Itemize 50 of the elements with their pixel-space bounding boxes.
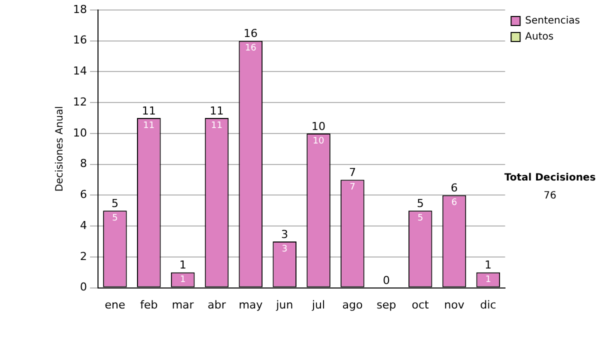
x-tick-label: mar (172, 298, 194, 312)
data-label: 3 (282, 244, 288, 254)
text: 76 (544, 190, 556, 202)
total-label: 1 (179, 258, 186, 272)
legend-label: Sentencias (525, 16, 580, 27)
y-tick-label: 2 (80, 250, 87, 263)
y-tick-label: 8 (80, 157, 87, 170)
x-tick-label: feb (140, 298, 158, 312)
data-label: 7 (350, 182, 356, 193)
x-tick-label: abr (208, 298, 226, 312)
y-axis-title: Decisiones Anual (54, 106, 66, 192)
y-tick-label: 16 (72, 34, 87, 47)
total-label: 10 (312, 120, 326, 133)
x-tick-label: ene (104, 298, 126, 312)
data-label: 5 (112, 213, 118, 224)
annotation: Total Decisiones (504, 172, 596, 184)
total-label: 5 (416, 196, 424, 210)
data-label: 11 (211, 120, 222, 131)
total-label: 11 (142, 104, 156, 118)
y-tick-label: 4 (80, 218, 87, 232)
y-tick-label: 18 (72, 2, 87, 16)
x-tick-label: oct (412, 298, 430, 312)
data-label: 10 (312, 136, 325, 146)
x-tick-label: may (238, 298, 264, 312)
y-tick-label: 14 (72, 64, 87, 78)
total-label: 1 (484, 258, 492, 272)
x-tick-label: jul (310, 298, 326, 312)
total-label: 3 (281, 228, 288, 241)
total-label: 0 (382, 274, 390, 288)
data-label: 5 (417, 213, 424, 224)
total-label: 5 (111, 196, 118, 210)
data-label: 1 (180, 275, 186, 286)
y-tick-label: 10 (72, 126, 87, 140)
x-tick-label: dic (480, 298, 496, 312)
x-tick-label: nov (444, 298, 465, 312)
y-tick-label: 12 (72, 95, 87, 108)
x-tick-label: ago (342, 298, 363, 312)
data-label: 11 (143, 120, 155, 131)
data-label: 16 (244, 44, 257, 54)
x-tick-label: jun (275, 298, 294, 312)
y-tick-label: 6 (80, 188, 87, 202)
data-label: 1 (485, 275, 492, 286)
total-label: 7 (348, 166, 356, 180)
legend-label: Autos (525, 32, 554, 43)
total-label: 11 (210, 104, 224, 118)
total-label: 16 (244, 27, 258, 40)
data-label: 6 (451, 198, 458, 208)
y-tick-label: 0 (80, 280, 87, 294)
x-tick-label: sep (376, 298, 396, 312)
total-label: 6 (450, 182, 458, 195)
